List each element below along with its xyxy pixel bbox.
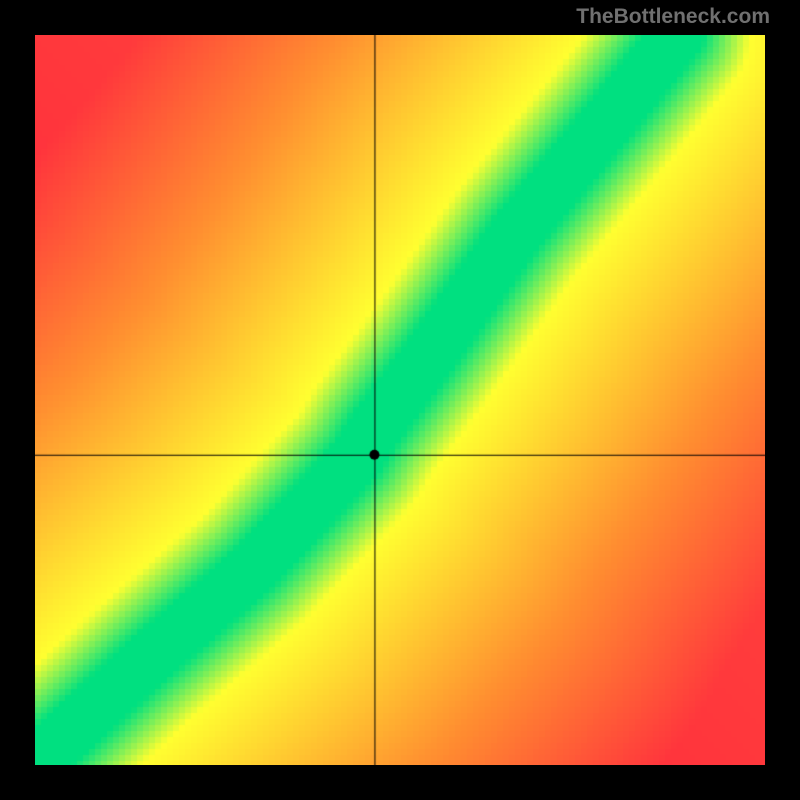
heatmap-canvas — [35, 35, 765, 765]
plot-area — [35, 35, 765, 765]
chart-container: TheBottleneck.com — [0, 0, 800, 800]
watermark-text: TheBottleneck.com — [576, 5, 770, 29]
